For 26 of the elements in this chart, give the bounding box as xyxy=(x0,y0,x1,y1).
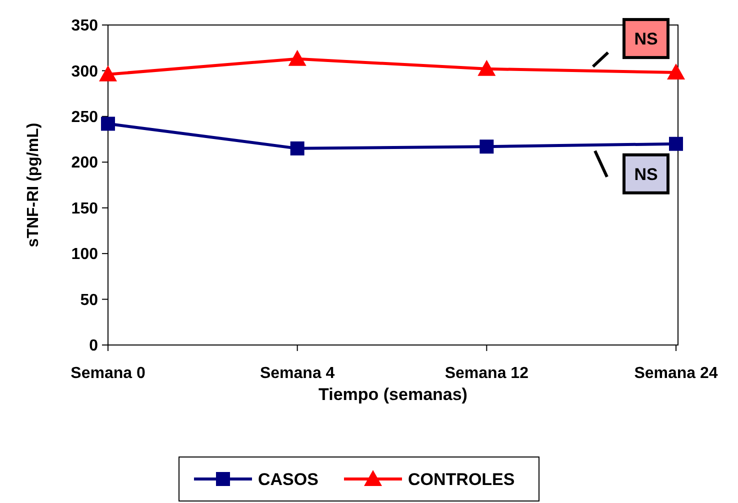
annotation: NS xyxy=(634,29,658,48)
point xyxy=(290,141,304,156)
y-tick-label: 50 xyxy=(80,292,98,309)
x-tick-label: Semana 12 xyxy=(444,365,529,382)
legend-label: CONTROLES xyxy=(408,470,515,489)
x-tick-label: Semana 0 xyxy=(70,365,146,382)
x-axis-title: Tiempo (semanas) xyxy=(318,385,468,404)
y-tick-label: 200 xyxy=(71,154,98,172)
y-tick-label: 250 xyxy=(71,109,98,126)
x-tick-label: Semana 4 xyxy=(260,365,335,382)
y-tick-label: 350 xyxy=(71,18,98,35)
legend-label: CASOS xyxy=(258,470,318,489)
y-tick-label: 0 xyxy=(89,338,98,355)
annotation: NS xyxy=(634,164,658,184)
point xyxy=(478,60,496,76)
point xyxy=(480,140,494,154)
point xyxy=(669,136,683,151)
point xyxy=(101,116,115,131)
y-tick-label: 100 xyxy=(71,246,98,264)
y-tick-label: 300 xyxy=(71,63,98,80)
x-tick-label: Semana 24 xyxy=(634,365,718,382)
point xyxy=(99,65,117,82)
point xyxy=(667,64,685,80)
point xyxy=(288,50,306,66)
y-axis-title: sTNF-RI (pg/mL) xyxy=(25,122,42,248)
y-tick-label: 150 xyxy=(71,200,98,218)
